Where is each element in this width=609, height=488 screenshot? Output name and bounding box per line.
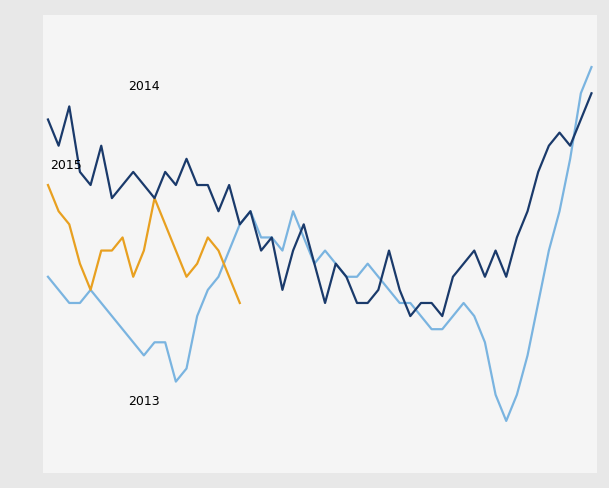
Text: 2013: 2013 (128, 395, 160, 408)
Text: 2015: 2015 (50, 159, 82, 172)
Text: 2014: 2014 (128, 80, 160, 93)
